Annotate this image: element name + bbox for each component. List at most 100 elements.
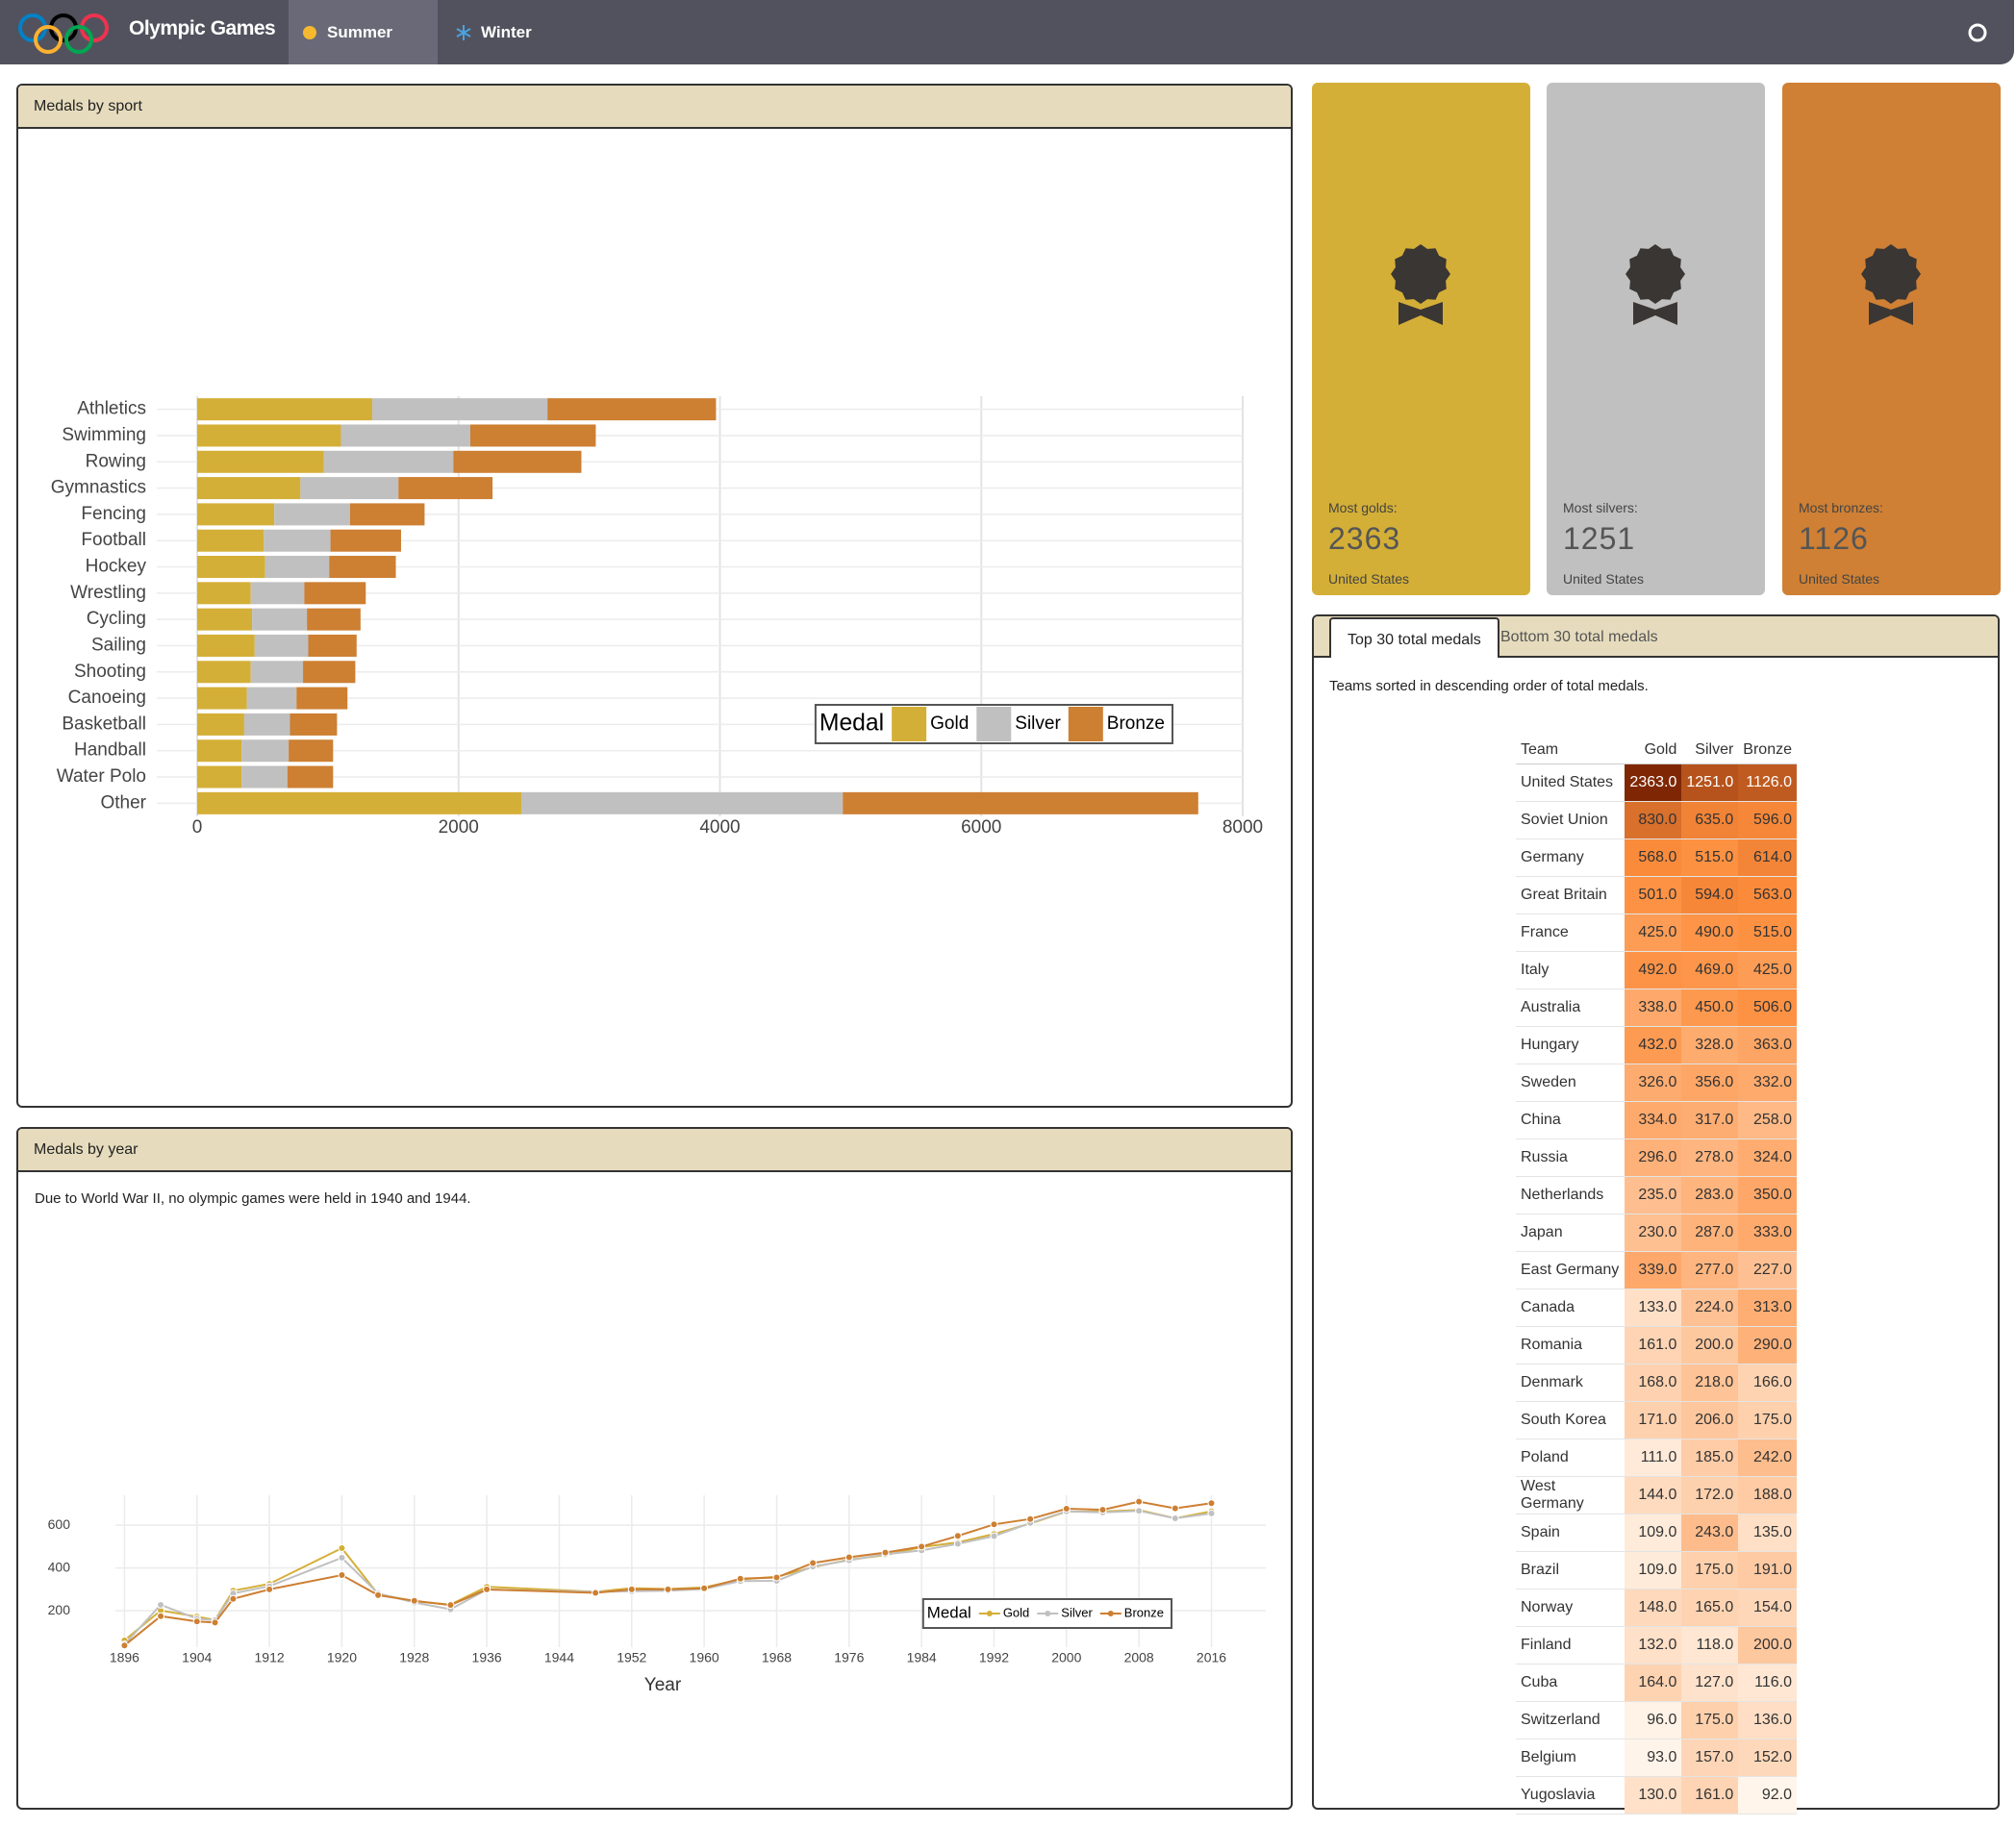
github-icon[interactable] [1968,23,1987,42]
value-cell: 506.0 [1738,989,1797,1027]
value-cell: 1126.0 [1738,763,1797,802]
value-cell: 350.0 [1738,1176,1797,1214]
team-cell: Great Britain [1516,876,1625,914]
team-cell: Russia [1516,1139,1625,1177]
value-cell: 290.0 [1738,1326,1797,1364]
stat-label: Most bronzes: [1799,500,1883,515]
value-cell: 135.0 [1738,1514,1797,1552]
value-cell: 425.0 [1738,951,1797,989]
team-cell: Hungary [1516,1026,1625,1064]
panel-title: Medals by year [18,1129,1291,1172]
value-cell: 317.0 [1681,1101,1739,1139]
tab[interactable]: Top 30 total medals [1329,617,1499,658]
value-cell: 132.0 [1625,1626,1682,1664]
value-cell: 356.0 [1681,1064,1739,1102]
nav-tab[interactable]: Winter Olympics [442,0,587,106]
value-cell: 334.0 [1625,1101,1682,1139]
value-cell: 165.0 [1681,1589,1739,1627]
value-cell: 242.0 [1738,1439,1797,1477]
table-row: Italy 492.0 469.0 425.0 [1516,951,1797,989]
team-cell: Australia [1516,989,1625,1027]
header-row: Team Gold Silver Bronze [1516,737,1797,764]
value-cell: 127.0 [1681,1664,1739,1702]
value-cell: 326.0 [1625,1064,1682,1102]
table-row: Brazil 109.0 175.0 191.0 [1516,1551,1797,1589]
team-cell: China [1516,1101,1625,1139]
navbar: Olympic Games Summer Olympics Winter Oly… [0,0,2014,106]
table-row: South Korea 171.0 206.0 175.0 [1516,1401,1797,1439]
value-cell: 200.0 [1738,1626,1797,1664]
table-row: Great Britain 501.0 594.0 563.0 [1516,876,1797,914]
team-cell: Switzerland [1516,1701,1625,1739]
value-cell: 490.0 [1681,914,1739,952]
team-cell: Italy [1516,951,1625,989]
value-cell: 175.0 [1681,1701,1739,1739]
value-cell: 563.0 [1738,876,1797,914]
sun-icon [303,26,316,39]
value-cell: 515.0 [1681,838,1739,877]
tab[interactable]: Bottom 30 total medals [1500,629,1658,645]
value-cell: 243.0 [1681,1514,1739,1552]
table-row: China 334.0 317.0 258.0 [1516,1101,1797,1139]
team-cell: France [1516,914,1625,952]
stat-label: Most silvers: [1563,500,1638,515]
team-cell: Cuba [1516,1664,1625,1702]
value-cell: 171.0 [1625,1401,1682,1439]
table-row: Switzerland 96.0 175.0 136.0 [1516,1701,1797,1739]
table-panel: Top 30 total medals Bottom 30 total meda… [1312,614,2000,1814]
stat-card: Most bronzes: 1126 United States [1782,83,2001,595]
value-cell: 206.0 [1681,1401,1739,1439]
value-cell: 258.0 [1738,1101,1797,1139]
value-cell: 568.0 [1625,838,1682,877]
team-cell: Soviet Union [1516,801,1625,839]
value-cell: 283.0 [1681,1176,1739,1214]
table-row: Yugoslavia 130.0 161.0 92.0 [1516,1776,1797,1814]
table-row: Spain 109.0 243.0 135.0 [1516,1514,1797,1552]
column-header: Silver [1681,737,1739,764]
value-cell: 235.0 [1625,1176,1682,1214]
value-cell: 1251.0 [1681,763,1739,802]
table-row: Hungary 432.0 328.0 363.0 [1516,1026,1797,1064]
value-cell: 287.0 [1681,1214,1739,1252]
medal-table: Team Gold Silver Bronze United States 2363.0 1… [1516,737,1797,1814]
team-cell: Belgium [1516,1739,1625,1777]
value-cell: 333.0 [1738,1214,1797,1252]
nav-tab[interactable]: Summer Olympics [289,0,438,106]
table-row: Poland 111.0 185.0 242.0 [1516,1439,1797,1477]
value-cell: 614.0 [1738,838,1797,877]
team-cell: Finland [1516,1626,1625,1664]
value-cell: 168.0 [1625,1364,1682,1402]
logo [18,13,109,54]
value-cell: 166.0 [1738,1364,1797,1402]
team-cell: East Germany [1516,1251,1625,1289]
panel-title: Medals by sport [18,86,1291,129]
value-cell: 116.0 [1738,1664,1797,1702]
value-cell: 278.0 [1681,1139,1739,1177]
value-cell: 109.0 [1625,1514,1682,1552]
medal-icon [1861,244,1921,325]
team-cell: Romania [1516,1326,1625,1364]
team-cell: Poland [1516,1439,1625,1477]
tab-bar: Top 30 total medals Bottom 30 total meda… [1314,616,1998,658]
value-cell: 161.0 [1681,1776,1739,1814]
value-cell: 175.0 [1681,1551,1739,1589]
table-row: Canada 133.0 224.0 313.0 [1516,1289,1797,1327]
value-cell: 164.0 [1625,1664,1682,1702]
value-cell: 332.0 [1738,1064,1797,1102]
value-cell: 635.0 [1681,801,1739,839]
table-row: Belgium 93.0 157.0 152.0 [1516,1739,1797,1777]
team-cell: Yugoslavia [1516,1776,1625,1814]
value-cell: 338.0 [1625,989,1682,1027]
team-cell: West Germany [1516,1476,1625,1514]
value-cell: 230.0 [1625,1214,1682,1252]
table-row: West Germany 144.0 172.0 188.0 [1516,1476,1797,1514]
year-panel: Medals by year Due to World War II, no o… [16,1127,1293,1810]
value-cell: 191.0 [1738,1551,1797,1589]
stat-value: 1126 [1799,521,1869,556]
team-cell: Brazil [1516,1551,1625,1589]
caption: Teams sorted in descending order of tota… [1329,678,1649,694]
value-cell: 339.0 [1625,1251,1682,1289]
table-row: Romania 161.0 200.0 290.0 [1516,1326,1797,1364]
value-cell: 109.0 [1625,1551,1682,1589]
value-cell: 130.0 [1625,1776,1682,1814]
